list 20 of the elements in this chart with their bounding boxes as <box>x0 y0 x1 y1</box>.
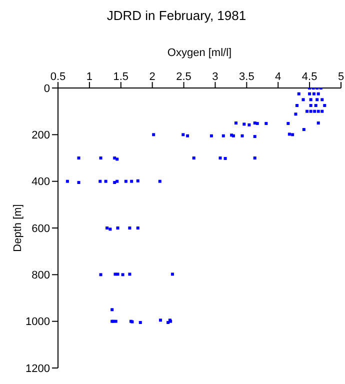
x-tick-label: 4.5 <box>302 71 318 83</box>
y-tick-label: 200 <box>32 130 50 142</box>
x-tick-label: 1.5 <box>113 71 129 83</box>
y-tick-label: 1000 <box>26 316 50 328</box>
y-tick-label: 600 <box>32 222 50 235</box>
chart-title: JDRD in February, 1981 <box>106 8 248 25</box>
x-tick-label: 4 <box>275 71 282 83</box>
x-axis-title: Oxygen [ml/l] <box>167 46 232 59</box>
y-axis-title: Depth [m] <box>12 204 24 252</box>
y-tick-label: 800 <box>32 270 50 282</box>
x-tick-label: 5 <box>338 71 344 83</box>
x-tick-label: 2.5 <box>176 71 192 83</box>
y-tick-label: 1200 <box>26 362 50 375</box>
y-tick-label: 0 <box>44 82 50 95</box>
x-tick-label: 1 <box>86 71 93 83</box>
x-tick-label: 0.5 <box>50 71 66 83</box>
x-tick-label: 3.5 <box>239 71 254 83</box>
x-tick-label: 2 <box>149 71 156 83</box>
x-tick-label: 3 <box>212 71 218 83</box>
y-tick-label: 400 <box>32 176 50 188</box>
